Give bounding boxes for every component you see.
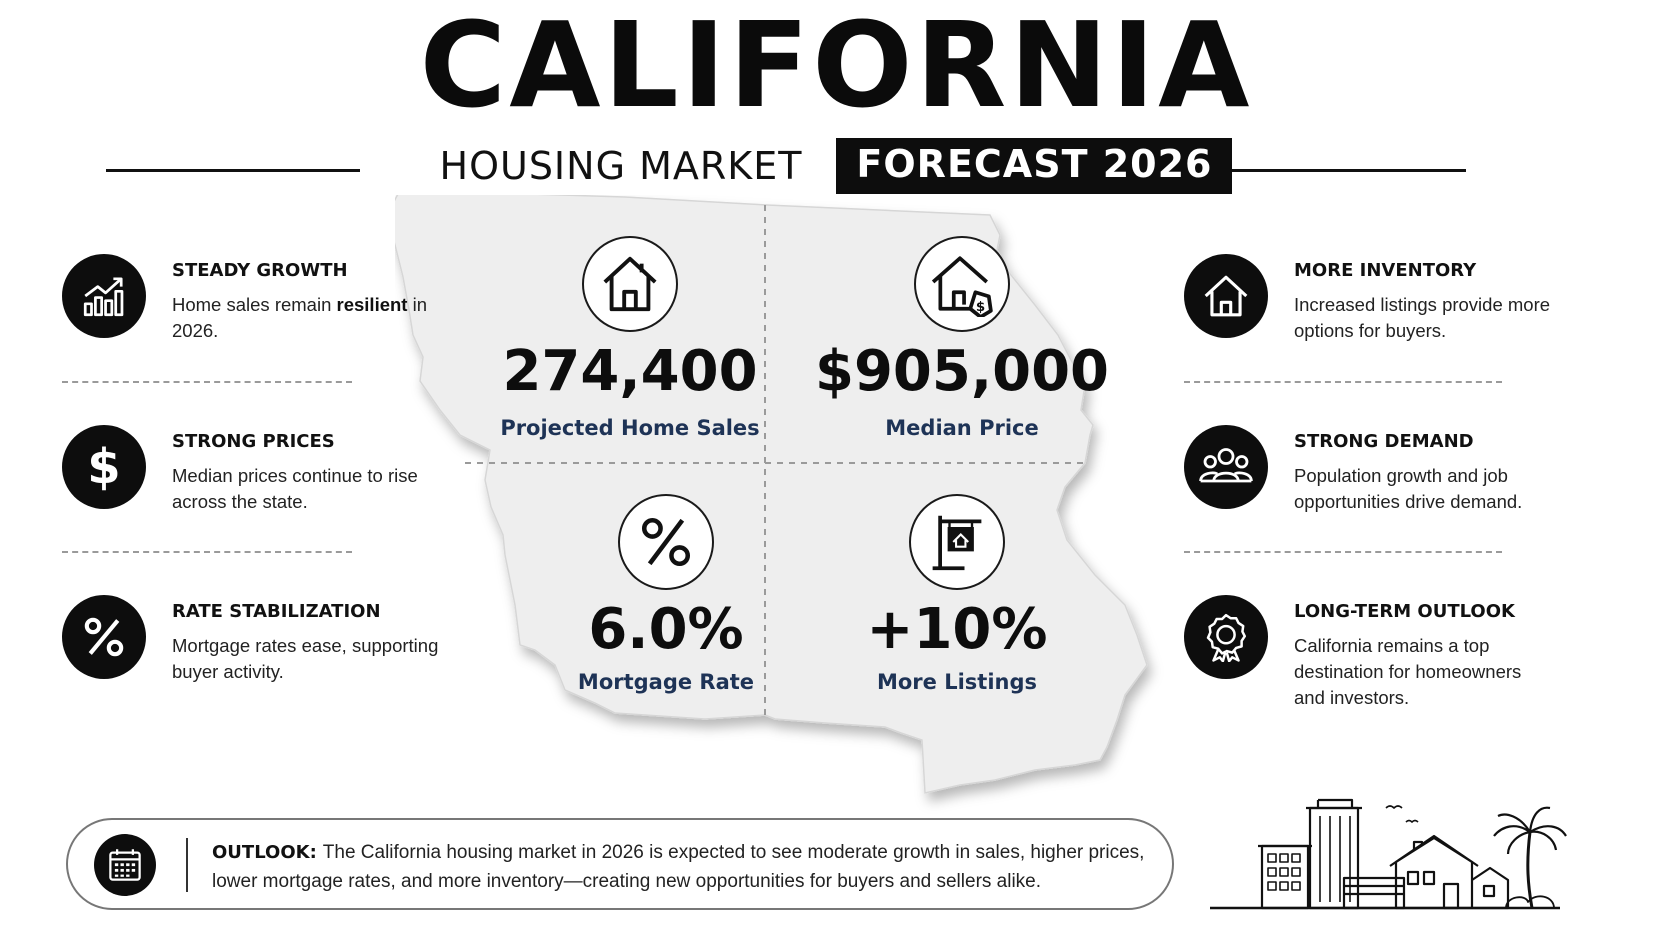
stat-more-listings: +10% More Listings xyxy=(787,494,1127,694)
feature-description: Population growth and job opportunities … xyxy=(1294,465,1523,512)
outlook-body: The California housing market in 2026 is… xyxy=(212,842,1145,892)
divider xyxy=(1184,551,1502,553)
outlook-banner: OUTLOOK: The California housing market in… xyxy=(66,818,1174,910)
outlook-divider xyxy=(186,838,188,892)
stat-median-price: $ $905,000 Median Price xyxy=(792,236,1132,440)
stat-value: $905,000 xyxy=(814,339,1110,404)
house-icon xyxy=(582,236,678,332)
house-price-tag-icon: $ xyxy=(914,236,1010,332)
stat-label: More Listings xyxy=(876,670,1038,694)
feature-description: Increased listings provide more options … xyxy=(1294,294,1551,341)
outlook-label: OUTLOOK: xyxy=(212,842,317,863)
feature-title: RATE STABILIZATION xyxy=(172,601,381,622)
feature-strong-demand: STRONG DEMAND Population growth and job … xyxy=(1184,425,1544,515)
percent-icon xyxy=(62,595,146,679)
california-map xyxy=(395,195,1148,794)
stat-value: +10% xyxy=(866,597,1048,662)
header-rule-right xyxy=(1226,169,1466,172)
stat-value: 6.0% xyxy=(588,597,744,662)
feature-description: Home sales remain resilient in 2026. xyxy=(172,294,428,341)
feature-strong-prices: $ STRONG PRICES Median prices continue t… xyxy=(62,425,422,515)
divider xyxy=(62,381,352,383)
feature-rate-stabilization: RATE STABILIZATION Mortgage rates ease, … xyxy=(62,595,438,685)
feature-title: STEADY GROWTH xyxy=(172,260,348,281)
stat-label: Mortgage Rate xyxy=(577,670,755,694)
stat-label: Projected Home Sales xyxy=(500,416,760,440)
svg-text:$: $ xyxy=(976,300,985,315)
feature-title: MORE INVENTORY xyxy=(1294,260,1477,281)
house-icon xyxy=(1184,254,1268,338)
award-ribbon-icon xyxy=(1184,595,1268,679)
stat-label: Median Price xyxy=(885,416,1039,440)
forecast-badge: FORECAST 2026 xyxy=(836,138,1233,194)
stat-value: 274,400 xyxy=(502,339,758,404)
feature-description: Mortgage rates ease, supporting buyer ac… xyxy=(172,635,439,682)
calendar-icon xyxy=(94,834,156,896)
divider xyxy=(62,551,352,553)
stat-mortgage-rate: 6.0% Mortgage Rate xyxy=(496,494,836,694)
percent-icon xyxy=(618,494,714,590)
skyline-illustration xyxy=(1210,798,1567,910)
feature-long-term-outlook: LONG-TERM OUTLOOK California remains a t… xyxy=(1184,595,1544,708)
header-rule-left xyxy=(106,169,360,172)
for-sale-sign-icon xyxy=(909,494,1005,590)
page-title: CALIFORNIA xyxy=(419,0,1253,134)
feature-title: LONG-TERM OUTLOOK xyxy=(1294,601,1515,622)
stat-projected-home-sales: 274,400 Projected Home Sales xyxy=(460,236,800,440)
people-icon xyxy=(1184,425,1268,509)
feature-description: Median prices continue to rise across th… xyxy=(172,465,418,512)
dollar-icon: $ xyxy=(62,425,146,509)
subtitle-row: HOUSING MARKET FORECAST 2026 xyxy=(0,138,1672,194)
feature-description: California remains a top destination for… xyxy=(1294,635,1522,708)
feature-steady-growth: STEADY GROWTH Home sales remain resilien… xyxy=(62,254,427,344)
divider xyxy=(1184,381,1502,383)
feature-more-inventory: MORE INVENTORY Increased listings provid… xyxy=(1184,254,1550,344)
feature-title: STRONG DEMAND xyxy=(1294,431,1474,452)
feature-title: STRONG PRICES xyxy=(172,431,335,452)
subtitle: HOUSING MARKET xyxy=(439,143,803,188)
growth-chart-icon xyxy=(62,254,146,338)
outlook-text: OUTLOOK: The California housing market in… xyxy=(212,838,1152,896)
